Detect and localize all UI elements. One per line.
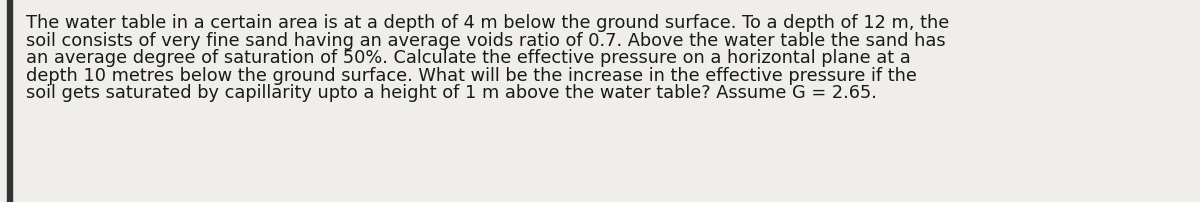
Text: depth 10 metres below the ground surface. What will be the increase in the effec: depth 10 metres below the ground surface… [26, 66, 917, 84]
Text: soil consists of very fine sand having an average voids ratio of 0.7. Above the : soil consists of very fine sand having a… [26, 32, 946, 49]
Text: an average degree of saturation of 50%. Calculate the effective pressure on a ho: an average degree of saturation of 50%. … [26, 49, 911, 67]
Text: The water table in a certain area is at a depth of 4 m below the ground surface.: The water table in a certain area is at … [26, 14, 949, 32]
Text: soil gets saturated by capillarity upto a height of 1 m above the water table? A: soil gets saturated by capillarity upto … [26, 84, 877, 102]
Bar [7, 0, 12, 202]
